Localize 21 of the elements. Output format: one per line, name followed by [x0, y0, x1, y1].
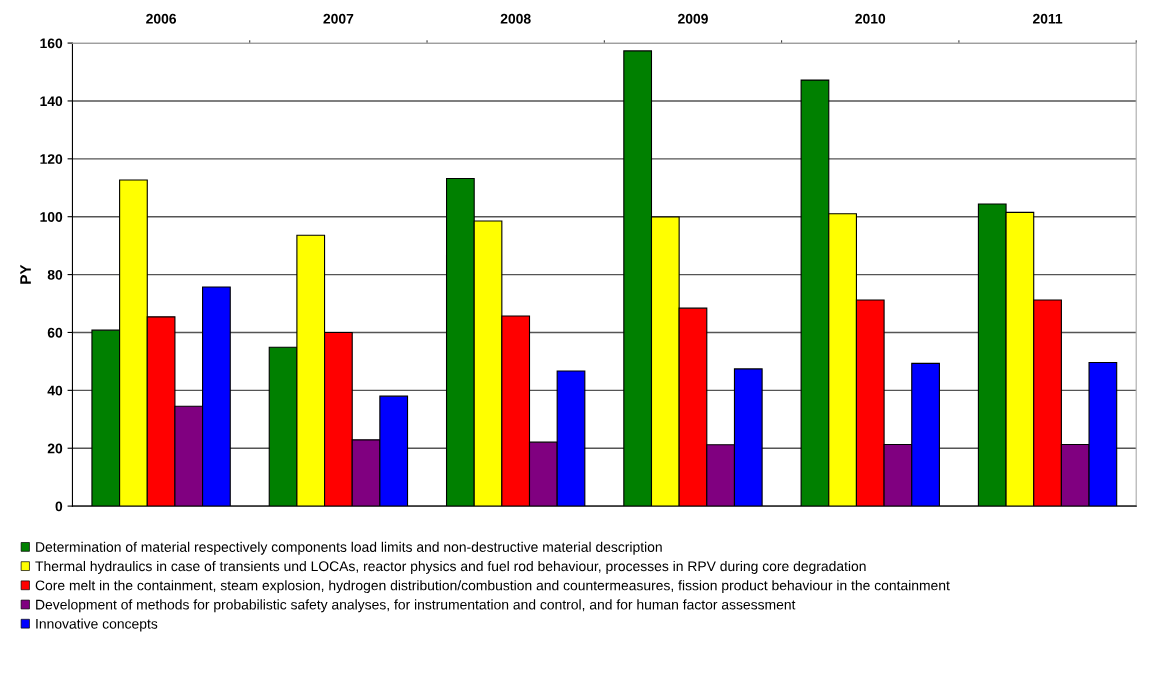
y-tick-label: 80 — [47, 269, 63, 280]
y-tick-label: 140 — [40, 96, 63, 107]
y-tick-label: 20 — [47, 443, 63, 454]
legend-label: Thermal hydraulics in case of transients und LOCAs, reactor physics and fuel rod behaviour, processes in RPV during core degradation — [35, 560, 866, 574]
x-tick-label: 2010 — [855, 13, 886, 24]
legend-label: Development of methods for probabilistic safety analyses, for instrumentation and control, and for human factor assessment — [36, 599, 796, 613]
legend-label: Core melt in the containment, steam explosion, hydrogen distribution/combustion and countermeasures, fission product behaviour in the containment — [35, 580, 950, 594]
y-tick-label: 40 — [47, 385, 63, 396]
legend-label: Determination of material respectively components load limits and non-destructive material description — [36, 541, 662, 555]
x-tick-label: 2006 — [146, 13, 177, 24]
y-axis-title: PY — [20, 264, 31, 284]
y-tick-label: 120 — [40, 154, 63, 164]
x-tick-label: 2011 — [1032, 13, 1063, 24]
x-tick-label: 2007 — [323, 13, 354, 24]
legend-label: Innovative concepts — [36, 618, 158, 632]
x-tick-label: 2009 — [678, 13, 708, 24]
x-tick-label: 2008 — [500, 13, 531, 24]
y-tick-label: 160 — [40, 38, 63, 49]
y-tick-label: 60 — [47, 327, 63, 338]
y-tick-label: 0 — [55, 501, 63, 512]
y-tick-label: 100 — [40, 212, 63, 222]
